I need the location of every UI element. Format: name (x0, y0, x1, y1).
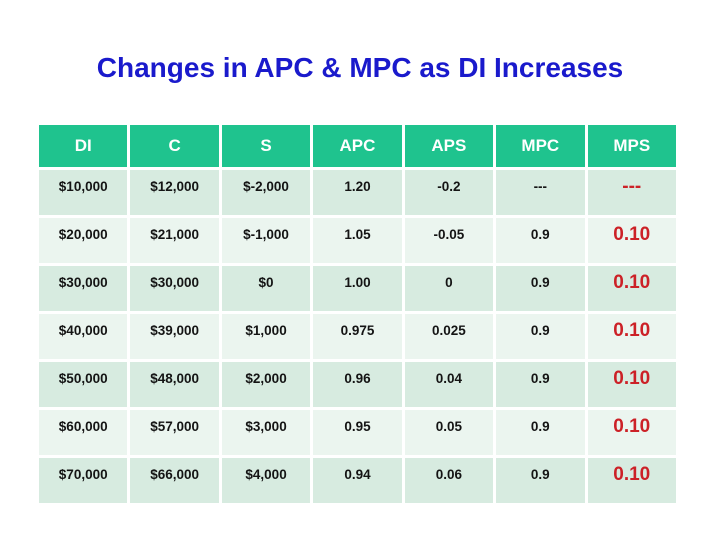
table-cell: $4,000 (221, 458, 311, 503)
table-cell: $2,000 (221, 362, 311, 407)
table-cell: 0.10 (587, 314, 676, 359)
table-row: $30,000 $30,000 $0 1.00 0 0.9 0.10 (39, 266, 676, 311)
table-cell: 0.9 (496, 410, 585, 455)
table-cell: 0.95 (313, 410, 402, 455)
table-row: $10,000 $12,000 $-2,000 1.20 -0.2 --- --- (39, 170, 676, 215)
table-cell: 1.00 (313, 266, 402, 311)
table-cell: $50,000 (39, 362, 128, 407)
table-header-row: DI C S APC APS MPC MPS (39, 125, 676, 167)
table-cell: $57,000 (130, 410, 219, 455)
column-header-c: C (130, 125, 219, 167)
table-cell: 0.96 (313, 362, 402, 407)
table-cell: 0.94 (313, 458, 402, 503)
table-cell: $48,000 (130, 362, 219, 407)
table-cell: 0.10 (587, 266, 676, 311)
table-cell: $66,000 (130, 458, 219, 503)
column-header-aps: APS (404, 125, 494, 167)
table-cell: -0.2 (404, 170, 494, 215)
table-cell: 0.975 (313, 314, 402, 359)
table-cell: 0.9 (496, 218, 585, 263)
table-cell: $0 (221, 266, 311, 311)
column-header-di: DI (39, 125, 128, 167)
table-cell: 0.9 (496, 266, 585, 311)
table-cell: 0.06 (404, 458, 494, 503)
table-cell: 1.05 (313, 218, 402, 263)
table-cell: 0.9 (496, 362, 585, 407)
table-cell: 1.20 (313, 170, 402, 215)
table-cell: 0.04 (404, 362, 494, 407)
slide-title: Changes in APC & MPC as DI Increases (96, 52, 624, 83)
table-cell: $-2,000 (221, 170, 311, 215)
table-cell: 0 (404, 266, 494, 311)
table-cell: $-1,000 (221, 218, 311, 263)
table-cell: 0.9 (496, 458, 585, 503)
table-body: $10,000 $12,000 $-2,000 1.20 -0.2 --- --- $20,0… (39, 170, 676, 503)
column-header-apc: APC (313, 125, 402, 167)
table-cell: $70,000 (39, 458, 128, 503)
table-cell: $21,000 (130, 218, 219, 263)
table-row: $40,000 $39,000 $1,000 0.975 0.025 0.9 0.10 (39, 314, 676, 359)
table-cell: $60,000 (39, 410, 128, 455)
table-cell: 0.025 (404, 314, 494, 359)
table-cell: $40,000 (39, 314, 128, 359)
table-row: $70,000 $66,000 $4,000 0.94 0.06 0.9 0.10 (39, 458, 676, 503)
table-cell: $30,000 (39, 266, 128, 311)
column-header-s: S (221, 125, 311, 167)
table-cell: --- (496, 170, 585, 215)
table-cell: 0.10 (587, 458, 676, 503)
table-cell: $10,000 (39, 170, 128, 215)
table-cell: $3,000 (221, 410, 311, 455)
table-cell: 0.10 (587, 410, 676, 455)
table-cell: $30,000 (130, 266, 219, 311)
table-cell: 0.9 (496, 314, 585, 359)
table-cell: $12,000 (130, 170, 219, 215)
table-row: $20,000 $21,000 $-1,000 1.05 -0.05 0.9 0.10 (39, 218, 676, 263)
table-cell: -0.05 (404, 218, 494, 263)
table-cell: $39,000 (130, 314, 219, 359)
table-cell: 0.10 (587, 362, 676, 407)
table-cell: 0.10 (587, 218, 676, 263)
table-header: DI C S APC APS MPC MPS (39, 125, 676, 167)
table-row: $60,000 $57,000 $3,000 0.95 0.05 0.9 0.10 (39, 410, 676, 455)
table-cell: $20,000 (39, 218, 128, 263)
table-cell: --- (587, 170, 676, 215)
table-row: $50,000 $48,000 $2,000 0.96 0.04 0.9 0.10 (39, 362, 676, 407)
apc-mpc-table: DI C S APC APS MPC MPS $10,000 $12,000 $-2,000 1.… (36, 122, 679, 506)
column-header-mpc: MPC (496, 125, 585, 167)
table-cell: $1,000 (221, 314, 311, 359)
column-header-mps: MPS (587, 125, 676, 167)
table-cell: 0.05 (404, 410, 494, 455)
